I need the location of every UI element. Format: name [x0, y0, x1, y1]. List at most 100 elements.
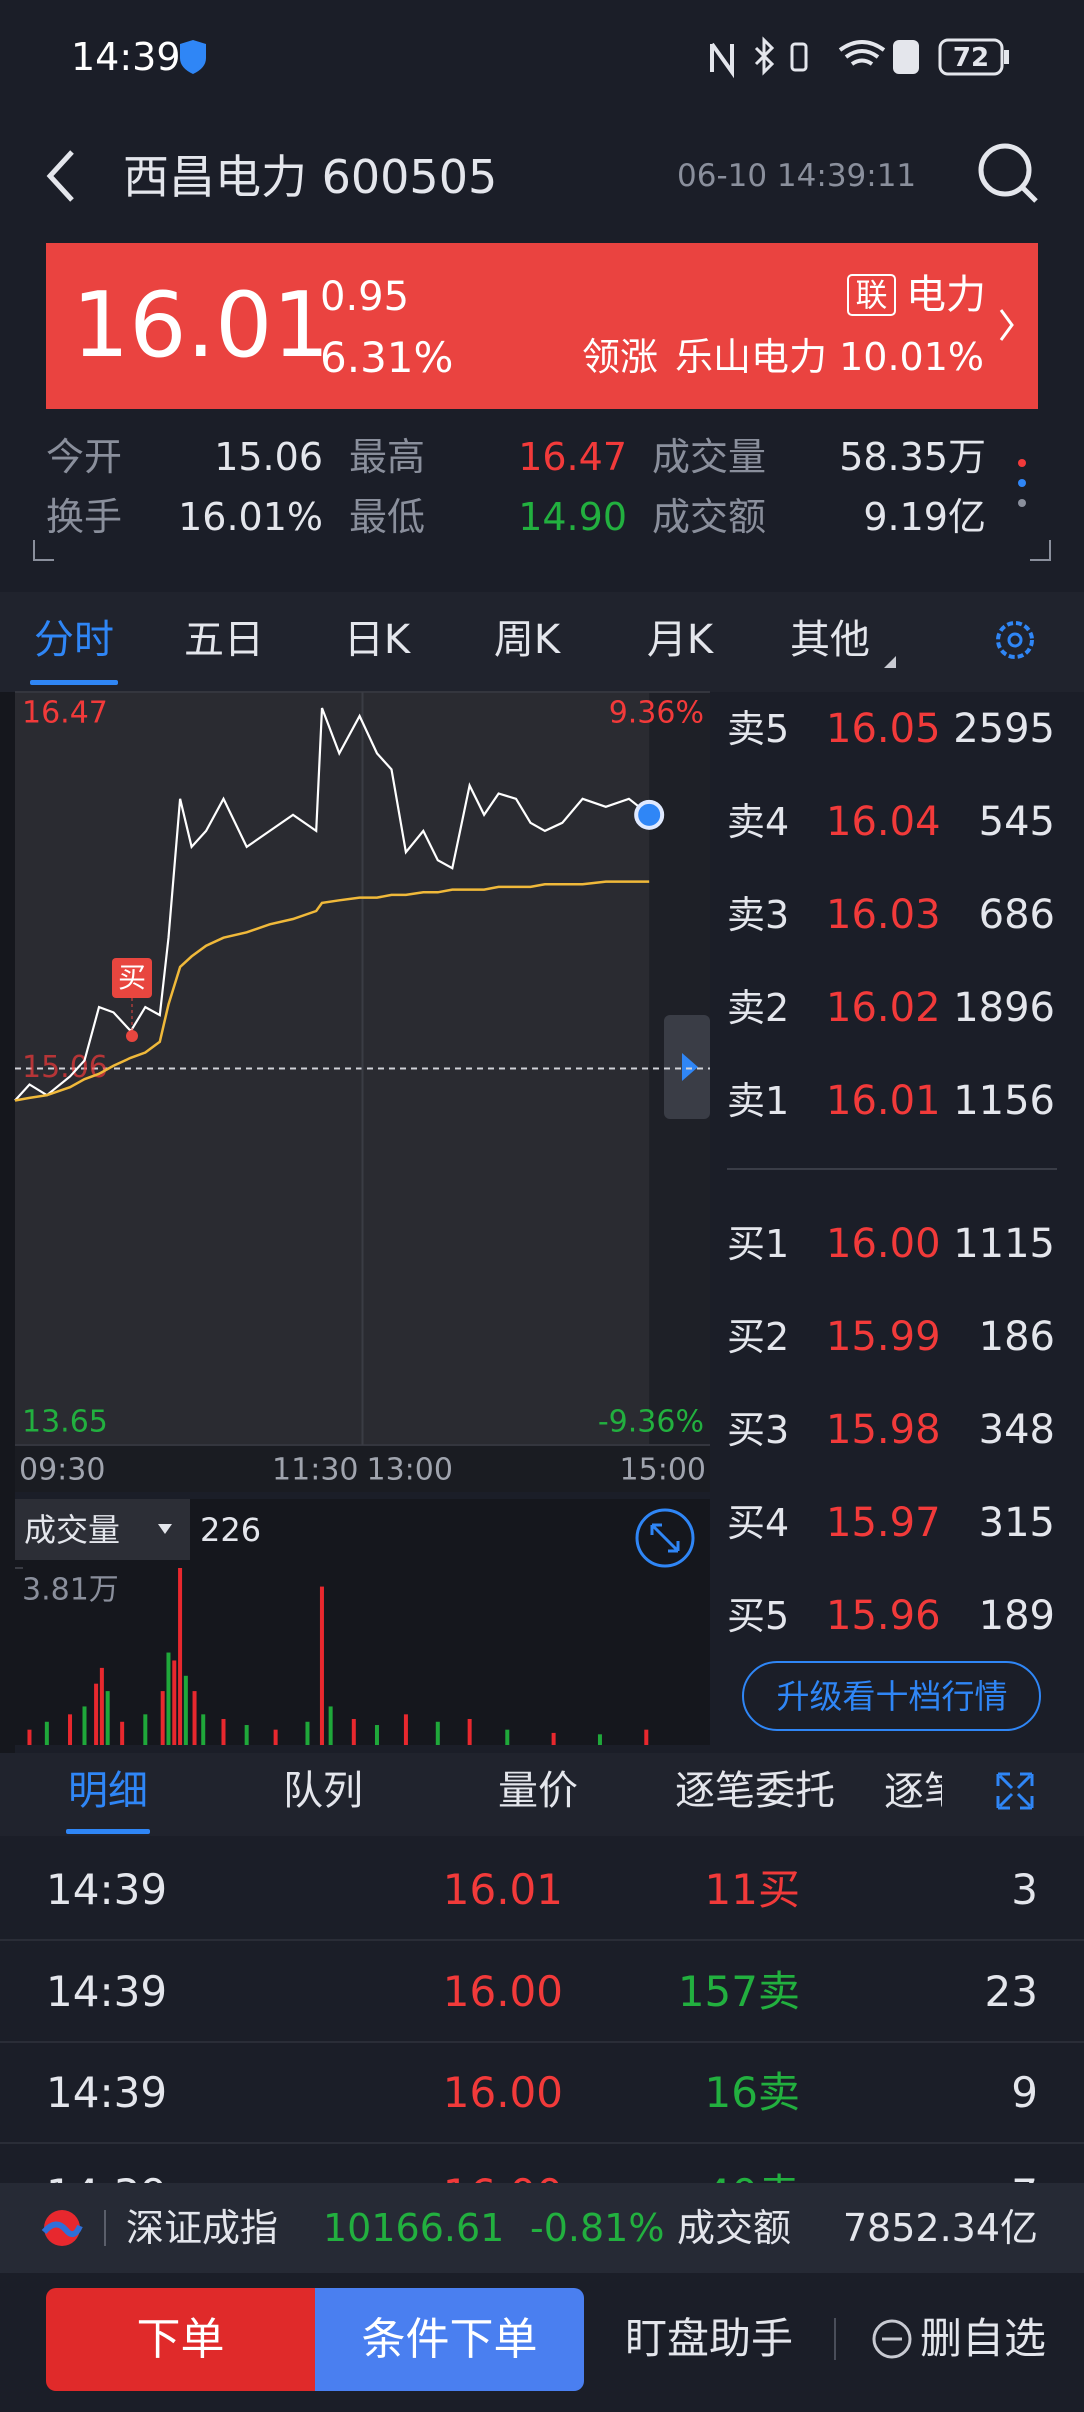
trade-qty: 16卖 — [704, 2068, 800, 2117]
index-bar[interactable] — [0, 2183, 1084, 2273]
battery-tip — [1004, 50, 1009, 64]
chart-edge — [0, 692, 15, 1753]
x-tick-label: 11:30 — [272, 1453, 358, 1488]
trade-list: 14:39 16.01 11买 3 14:39 16.00 157卖 23 14:39 16.00… — [0, 1836, 1084, 2184]
selector-arrow — [158, 1524, 172, 1534]
y-tick-label: 16.47 — [22, 696, 108, 731]
volume-selector[interactable] — [15, 1499, 190, 1560]
trade-time: 14:39 — [46, 2068, 168, 2117]
detail-tab[interactable]: 队列 — [283, 1768, 363, 1814]
book-volume: 1115 — [953, 1221, 1055, 1267]
index-change: -0.81% — [530, 2206, 665, 2250]
chart-tab[interactable]: 周K — [493, 617, 561, 663]
volume-bar — [192, 1691, 197, 1745]
volume-bar — [99, 1667, 104, 1745]
buy-point — [126, 1030, 138, 1042]
upgrade-label[interactable]: 升级看十档行情 — [776, 1676, 1008, 1716]
last-price: 16.01 — [72, 273, 330, 378]
volume-bar — [221, 1718, 226, 1745]
detail-tab[interactable]: 逐笔委托 — [675, 1768, 835, 1814]
assistant-button[interactable]: 盯盘助手 — [624, 2314, 794, 2363]
volume-bar — [183, 1675, 188, 1745]
trade-qty: 157卖 — [677, 1966, 800, 2016]
stock-title: 西昌电力 600505 — [123, 150, 498, 204]
y-tick-label: 3.81万 — [22, 1573, 119, 1608]
volume-bar — [160, 1691, 165, 1745]
chart-tab[interactable]: 分时 — [34, 617, 114, 663]
stat-label: 今开 — [46, 435, 123, 479]
quote-banner[interactable] — [46, 243, 1038, 409]
trade-price: 16.00 — [442, 1966, 563, 2016]
upgrade-button[interactable] — [742, 1661, 1041, 1731]
back-button[interactable] — [46, 150, 74, 202]
fullscreen-button[interactable] — [996, 1772, 1034, 1810]
remove-button[interactable]: 删自选 — [920, 2314, 1047, 2363]
expand-button[interactable] — [635, 1508, 695, 1568]
trade-time: 14:39 — [46, 1966, 168, 2016]
volume-bar — [305, 1721, 310, 1745]
stat-value: 9.19亿 — [863, 495, 986, 539]
chart-tab[interactable]: 日K — [343, 617, 411, 663]
search-button[interactable] — [978, 143, 1032, 197]
volume-bar — [94, 1683, 99, 1745]
sector[interactable]: 电力 — [906, 272, 986, 318]
book-price: 16.01 — [826, 1078, 941, 1124]
trade-price: 16.00 — [443, 2173, 563, 2183]
book-volume: 189 — [978, 1593, 1055, 1639]
dot — [1018, 479, 1026, 487]
volume-title[interactable]: 成交量 — [24, 1511, 121, 1549]
price-line — [14, 880, 650, 1102]
trade-count: 3 — [1011, 1865, 1038, 1914]
volume-bar — [467, 1718, 472, 1745]
volume-current: 226 — [200, 1511, 262, 1549]
book-label: 买4 — [727, 1501, 790, 1545]
volume-bar — [172, 1660, 177, 1745]
stat-label: 最高 — [349, 435, 426, 479]
volume-bar — [120, 1721, 125, 1745]
y-tick-label: 13.65 — [22, 1405, 108, 1440]
order-button[interactable]: 下单 — [46, 2288, 315, 2391]
volume-bar — [82, 1706, 87, 1745]
volume-bar — [105, 1691, 110, 1745]
price-line — [14, 707, 650, 1102]
detail-tab[interactable]: 明细 — [68, 1768, 148, 1814]
book-volume: 686 — [978, 892, 1055, 938]
chart-tab[interactable]: 其他 — [790, 617, 870, 663]
dot — [1018, 499, 1026, 507]
stat-label: 成交额 — [652, 495, 767, 539]
y2-tick-label: 9.36% — [609, 696, 704, 731]
book-price: 16.00 — [826, 1221, 941, 1267]
chart-tab[interactable]: 月K — [646, 617, 714, 663]
book-price: 16.05 — [826, 706, 941, 752]
chevron — [999, 309, 1014, 341]
vibrate-icon — [790, 42, 808, 72]
book-price: 15.98 — [826, 1407, 941, 1453]
handle-arrow — [682, 1053, 698, 1081]
conditional-button[interactable]: 条件下单 — [315, 2288, 584, 2391]
dot — [1018, 459, 1026, 467]
stat-value: 15.06 — [214, 435, 323, 479]
y2-tick-label: -9.36% — [598, 1405, 704, 1440]
book-label: 买1 — [727, 1222, 790, 1266]
index-name: 深证成指 — [126, 2206, 279, 2250]
status-time: 14:39 — [71, 35, 181, 79]
book-label: 买5 — [727, 1594, 790, 1638]
chart-tab[interactable]: 五日 — [184, 617, 264, 663]
quote-time: 06-10 14:39:11 — [677, 158, 917, 194]
detail-tab[interactable]: 逐笔 — [884, 1769, 942, 1815]
trade-time: 14:39 — [46, 2173, 167, 2183]
volume-bar — [273, 1729, 278, 1745]
settings-core — [1007, 632, 1023, 648]
leader[interactable]: 乐山电力 10.01% — [675, 335, 984, 379]
stat-value: 14.90 — [518, 495, 627, 539]
book-volume: 315 — [978, 1500, 1055, 1546]
volume-bar — [201, 1714, 206, 1745]
volume-bar — [435, 1721, 440, 1745]
wifi-icon — [838, 40, 886, 66]
settings-button[interactable] — [996, 621, 1034, 659]
detail-tab[interactable]: 量价 — [498, 1768, 578, 1814]
expand-glyph — [650, 1523, 680, 1553]
tab-strip — [0, 592, 1084, 692]
stat-value: 16.47 — [518, 435, 627, 479]
